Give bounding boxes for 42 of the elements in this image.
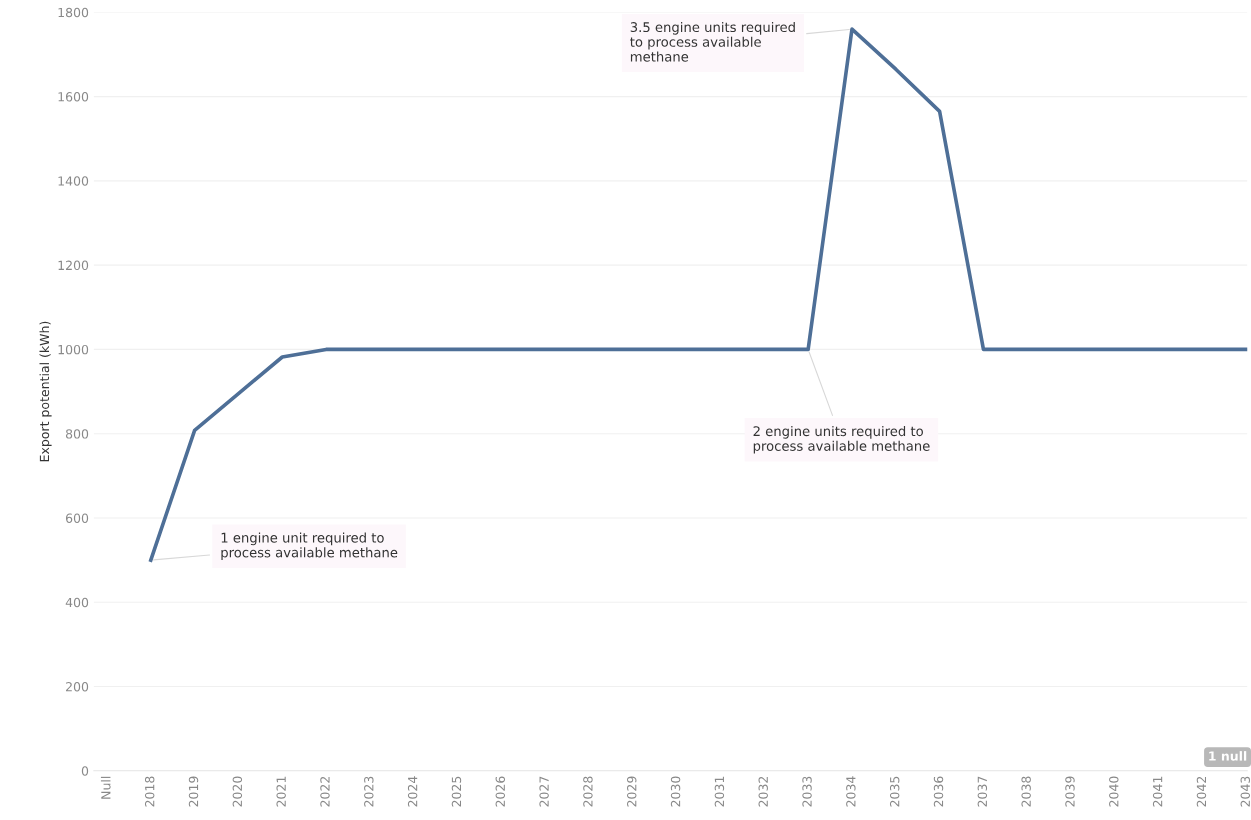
x-tick-label: 2026 <box>495 776 506 807</box>
x-tick-label: 2019 <box>188 776 199 807</box>
annotation: 2 engine units required to process available methane <box>753 425 930 454</box>
x-tick-label: 2018 <box>144 776 155 807</box>
x-tick-label: 2021 <box>276 776 286 807</box>
x-tick-label: 2030 <box>670 776 681 807</box>
x-tick-label: 2024 <box>407 776 418 807</box>
x-tick-label: 2035 <box>889 776 900 807</box>
x-tick-label: 2020 <box>232 776 243 807</box>
y-tick-label: 0 <box>81 766 89 776</box>
y-tick-label: 1400 <box>58 176 89 186</box>
x-tick-label: 2033 <box>802 776 812 807</box>
y-tick-label: 800 <box>65 429 89 439</box>
y-tick-label: 1200 <box>58 260 89 271</box>
x-tick-label: 2039 <box>1065 776 1075 807</box>
y-tick-label: 400 <box>65 597 89 608</box>
x-tick-label: 2043 <box>1240 776 1250 807</box>
x-tick-label: 2036 <box>933 776 944 807</box>
y-tick-label: 1600 <box>58 92 89 102</box>
x-tick-label: 2025 <box>451 776 462 807</box>
y-tick-label: 200 <box>66 681 89 692</box>
annotation: 1 null <box>1209 751 1247 761</box>
x-tick-label: 2032 <box>758 776 768 807</box>
annotation: 1 engine unit required to process available methane <box>221 532 398 560</box>
x-tick-label: 2027 <box>539 776 549 807</box>
x-tick-label: 2028 <box>583 776 593 807</box>
annotation: 3.5 engine units required to process available methane <box>630 21 795 62</box>
x-tick-label: 2040 <box>1109 776 1119 807</box>
x-tick-label: 2038 <box>1021 776 1031 807</box>
y-tick-label: 600 <box>65 513 89 523</box>
x-tick-label: 2034 <box>846 776 856 807</box>
x-tick-label: 2029 <box>627 776 637 807</box>
x-tick-label: 2037 <box>977 776 988 807</box>
y-axis-title: Export potential (kWh) <box>39 321 52 462</box>
y-tick-label: 1000 <box>58 344 89 355</box>
x-tick-label: Null <box>100 776 111 799</box>
x-tick-label: 2022 <box>320 776 330 807</box>
x-tick-label: 2042 <box>1196 776 1207 807</box>
x-tick-label: 2023 <box>364 776 374 807</box>
y-tick-label: 1800 <box>58 7 89 18</box>
x-tick-label: 2041 <box>1152 776 1163 807</box>
x-tick-label: 2031 <box>714 776 725 807</box>
